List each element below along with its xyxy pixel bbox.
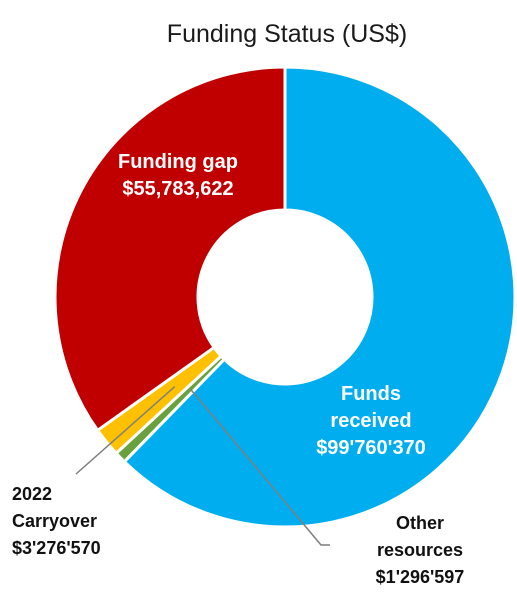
slice-labels: Funds received $99'760'370 Other resources $1… bbox=[12, 151, 464, 587]
slice-funding-gap bbox=[53, 65, 287, 432]
label-line: $55,783,622 bbox=[122, 178, 233, 200]
label-line: 2022 bbox=[12, 484, 52, 504]
label-line: resources bbox=[377, 540, 463, 560]
label-funds-received: Funds received $99'760'370 bbox=[316, 383, 426, 459]
chart-title: Funding Status (US$) bbox=[167, 20, 407, 48]
label-2022-carryover: 2022 Carryover $3'276'570 bbox=[12, 484, 101, 558]
leader-lines bbox=[75, 386, 330, 546]
label-other-resources: Other resources $1'296'597 bbox=[376, 513, 465, 587]
donut-slices bbox=[53, 65, 517, 529]
label-line: Funding gap bbox=[118, 151, 238, 173]
label-line: Funds bbox=[341, 383, 401, 405]
label-line: Carryover bbox=[12, 511, 97, 531]
leader-line-2022-carryover bbox=[75, 386, 176, 475]
label-line: $1'296'597 bbox=[376, 567, 465, 587]
label-funding-gap: Funding gap $55,783,622 bbox=[118, 151, 238, 200]
label-line: $99'760'370 bbox=[316, 437, 426, 459]
label-line: Other bbox=[396, 513, 444, 533]
leader-line-other-resources bbox=[189, 388, 330, 546]
label-line: $3'276'570 bbox=[12, 538, 101, 558]
label-line: received bbox=[330, 410, 411, 432]
slice-funds-received bbox=[122, 65, 517, 529]
